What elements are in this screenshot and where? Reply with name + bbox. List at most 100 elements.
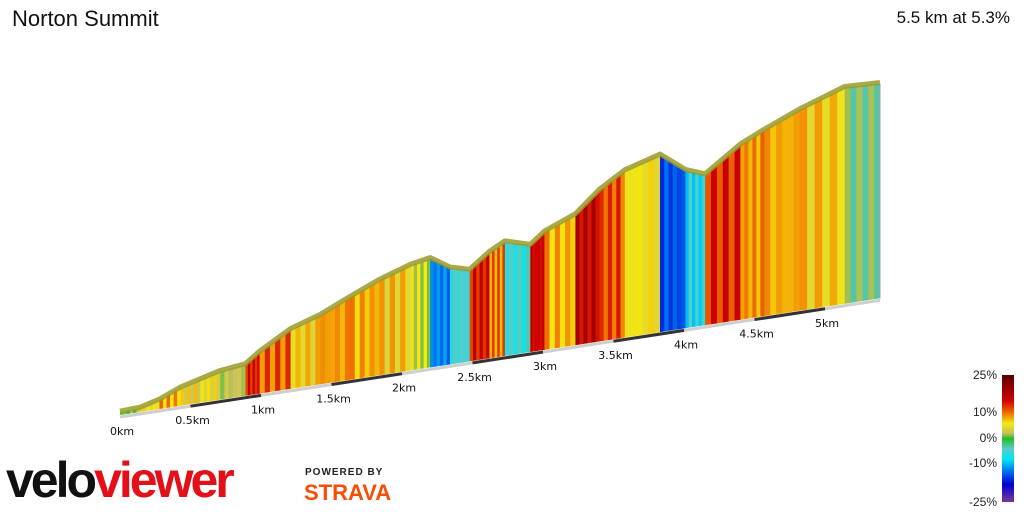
gradient-segment xyxy=(595,190,600,343)
gradient-segment xyxy=(542,232,545,351)
gradient-segment xyxy=(374,280,380,376)
gradient-segment xyxy=(206,375,211,402)
gradient-segment xyxy=(200,378,205,403)
gradient-segment xyxy=(672,162,678,331)
gradient-segment xyxy=(698,173,703,327)
gradient-segment xyxy=(728,149,736,322)
gradient-segment xyxy=(502,241,506,357)
gradient-segment xyxy=(756,132,761,318)
gradient-segment xyxy=(440,263,444,366)
gradient-segment xyxy=(744,139,749,320)
gradient-segment xyxy=(681,167,686,329)
gradient-segment xyxy=(770,123,777,316)
gradient-segment xyxy=(603,183,609,341)
gradient-segment xyxy=(430,258,434,368)
gradient-segment xyxy=(354,291,361,379)
gradient-segment xyxy=(210,374,215,402)
gradient-segment xyxy=(453,268,458,364)
gradient-segment xyxy=(486,252,490,359)
gradient-segment xyxy=(748,137,753,319)
gradient-segment xyxy=(685,170,690,329)
gradient-segment xyxy=(722,154,730,323)
gradient-segment xyxy=(320,312,326,385)
gradient-segment xyxy=(565,217,571,347)
gradient-segment xyxy=(521,244,527,354)
gradient-segment xyxy=(837,87,846,305)
gradient-segment xyxy=(781,116,789,314)
gradient-segment xyxy=(405,265,411,372)
gradient-segment xyxy=(190,382,195,405)
gradient-legend-bar xyxy=(1002,375,1014,502)
distance-axis-band xyxy=(754,307,826,322)
gradient-segment xyxy=(264,344,271,393)
gradient-segment xyxy=(793,109,801,312)
legend-label: 25% xyxy=(972,368,997,382)
gradient-segment xyxy=(494,247,498,358)
gradient-segment xyxy=(575,210,580,346)
gradient-segment xyxy=(349,294,356,380)
gradient-segment xyxy=(504,241,510,356)
gradient-segment xyxy=(497,245,501,358)
x-tick-label: 4.5km xyxy=(739,328,774,341)
gradient-segment xyxy=(526,244,531,353)
gradient-segment xyxy=(187,383,191,405)
gradient-segment xyxy=(874,83,881,300)
gradient-segment xyxy=(410,264,415,371)
gradient-segment xyxy=(868,84,875,301)
x-tick-label: 4km xyxy=(674,338,698,351)
gradient-segment xyxy=(624,168,632,338)
gradient-segment xyxy=(420,260,425,369)
gradient-segment xyxy=(862,84,869,302)
gradient-segment xyxy=(310,317,316,386)
gradient-segment xyxy=(173,389,178,407)
gradient-segment xyxy=(280,333,286,391)
gradient-segment xyxy=(509,242,514,356)
gradient-segment xyxy=(466,269,471,362)
x-tick-label: 0km xyxy=(110,425,134,438)
gradient-segment xyxy=(530,243,534,352)
gradient-segment xyxy=(237,365,242,398)
segment-title: Norton Summit xyxy=(12,6,159,31)
gradient-segment xyxy=(539,234,543,351)
gradient-segment xyxy=(544,229,551,350)
gradient-segment xyxy=(549,226,556,350)
gradient-segment xyxy=(446,266,451,365)
gradient-segment xyxy=(216,371,221,401)
gradient-segment xyxy=(688,171,693,328)
gradient-segment xyxy=(254,354,258,395)
x-tick-label: 2km xyxy=(392,382,416,395)
distance-axis-band xyxy=(613,328,685,343)
gradient-segment xyxy=(170,391,175,408)
gradient-segment xyxy=(257,352,261,394)
gradient-segment xyxy=(654,155,661,333)
gradient-segment xyxy=(193,381,198,404)
gradient-segment xyxy=(472,264,477,361)
gradient-segment xyxy=(822,94,831,308)
gradient-segment xyxy=(379,277,386,376)
gradient-segment xyxy=(850,86,857,303)
gradient-segment xyxy=(300,322,306,388)
profile-top-edge xyxy=(119,80,881,414)
legend-label: 0% xyxy=(979,431,997,445)
gradient-segment xyxy=(776,120,783,315)
gradient-segment xyxy=(535,238,538,352)
gradient-segment xyxy=(814,98,823,309)
gradient-segment xyxy=(612,177,617,340)
gradient-segment xyxy=(259,348,266,394)
gradient-segment xyxy=(537,236,541,351)
gradient-segment xyxy=(476,261,481,361)
gradient-segment xyxy=(616,174,622,339)
gradient-segment xyxy=(183,385,188,406)
gradient-segment xyxy=(241,364,246,397)
x-tick-label: 2.5km xyxy=(457,371,492,384)
gradient-segment xyxy=(232,366,238,398)
gradient-segment xyxy=(426,258,431,368)
veloviewer-logo: veloviewer xyxy=(6,452,235,508)
gradient-segment xyxy=(224,369,230,399)
legend-label: 10% xyxy=(972,405,997,419)
gradient-segment xyxy=(734,144,741,321)
gradient-segment xyxy=(384,275,391,375)
x-tick-label: 3km xyxy=(533,360,557,373)
gradient-segment xyxy=(559,220,566,348)
